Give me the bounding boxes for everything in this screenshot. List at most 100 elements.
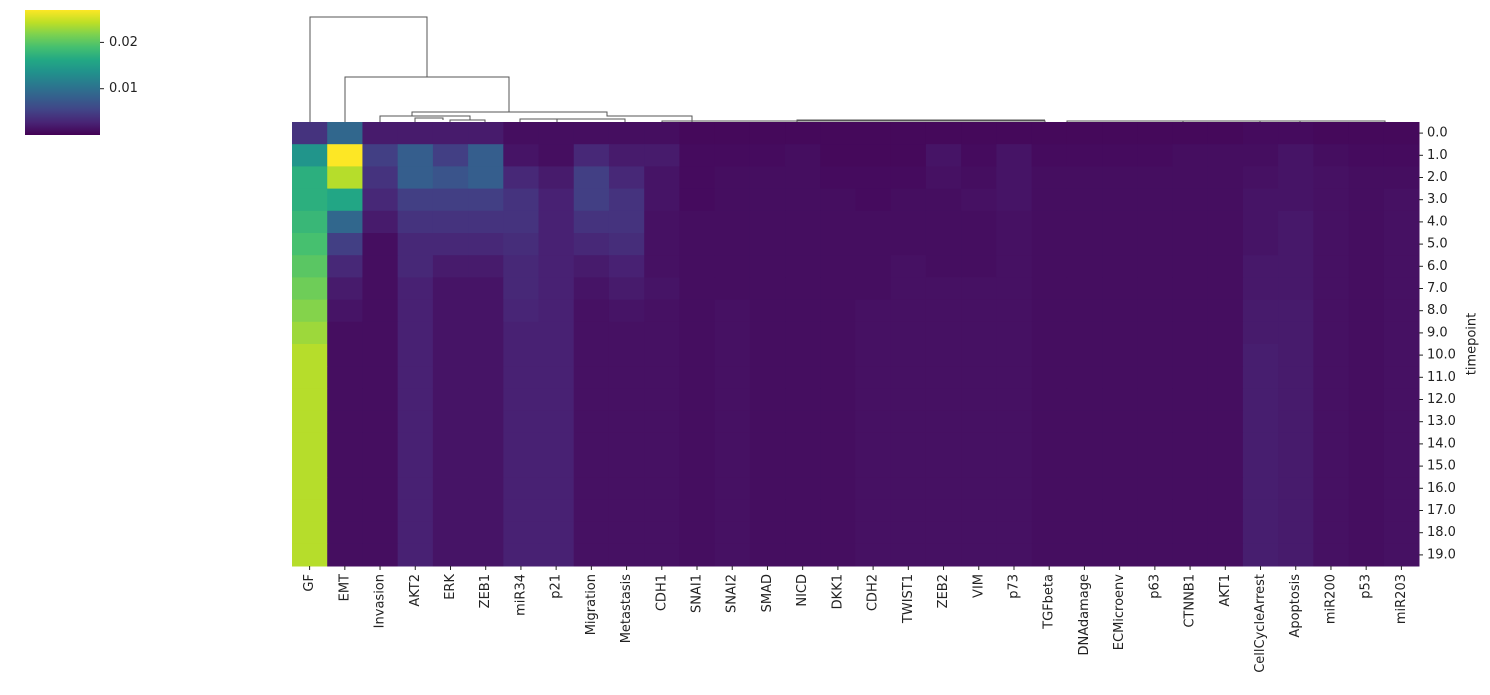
- y-tick-label: 3.0: [1427, 192, 1448, 207]
- heatmap-cell: [432, 210, 469, 234]
- heatmap-cell: [362, 344, 399, 367]
- heatmap-cell: [1207, 543, 1244, 567]
- heatmap-cell: [362, 366, 399, 389]
- heatmap-cell: [820, 277, 856, 301]
- heatmap-cell: [327, 344, 363, 367]
- heatmap-cell: [890, 299, 927, 323]
- heatmap-cell: [1313, 255, 1350, 278]
- heatmap-cell: [749, 277, 786, 301]
- heatmap-cell: [1102, 144, 1138, 167]
- heatmap-cell: [996, 233, 1033, 256]
- heatmap-cell: [1278, 410, 1314, 434]
- heatmap-cell: [432, 277, 469, 301]
- heatmap-cell: [890, 521, 927, 545]
- heatmap-cell: [855, 521, 892, 545]
- heatmap-cell: [749, 144, 786, 167]
- heatmap-cell: [538, 277, 575, 301]
- heatmap-cell: [1278, 543, 1314, 567]
- heatmap-cell: [1172, 543, 1209, 567]
- heatmap-cell: [1066, 366, 1103, 389]
- heatmap-cell: [820, 543, 856, 567]
- heatmap-cell: [503, 122, 540, 145]
- heatmap-cell: [468, 166, 504, 190]
- heatmap-cell: [855, 233, 892, 256]
- heatmap-cell: [820, 455, 856, 478]
- heatmap-cell: [1242, 255, 1279, 278]
- heatmap-cell: [608, 455, 645, 478]
- heatmap-cell: [503, 321, 540, 345]
- heatmap-cell: [1172, 344, 1209, 367]
- heatmap-cell: [362, 144, 399, 167]
- heatmap-cell: [397, 455, 434, 478]
- heatmap-cell: [1207, 233, 1244, 256]
- heatmap-cell: [362, 210, 399, 234]
- heatmap-cell: [573, 499, 610, 523]
- heatmap-cell: [1137, 321, 1173, 345]
- heatmap-cell: [644, 277, 680, 301]
- heatmap-cell: [1348, 455, 1385, 478]
- heatmap-cell: [1031, 321, 1068, 345]
- heatmap-cell: [890, 166, 927, 190]
- heatmap-cell: [679, 455, 716, 478]
- heatmap-cell: [1348, 321, 1385, 345]
- heatmap-cell: [1207, 277, 1244, 301]
- heatmap-cell: [1137, 432, 1173, 456]
- heatmap-cell: [1242, 477, 1279, 500]
- heatmap-cell: [925, 366, 962, 389]
- heatmap-cell: [820, 255, 856, 278]
- heatmap-cell: [1031, 144, 1068, 167]
- y-tick-label: 5.0: [1427, 237, 1448, 252]
- x-tick-label: NICD: [795, 574, 810, 607]
- heatmap-cell: [749, 543, 786, 567]
- x-tick-label: CellCycleArrest: [1253, 574, 1268, 673]
- heatmap-cell: [468, 344, 504, 367]
- heatmap-cell: [1348, 499, 1385, 523]
- heatmap-cell: [608, 144, 645, 167]
- heatmap-cell: [749, 499, 786, 523]
- heatmap-cell: [327, 543, 363, 567]
- heatmap-cell: [1137, 366, 1173, 389]
- heatmap-cell: [1278, 144, 1314, 167]
- x-tick-label: SNAI1: [690, 574, 705, 613]
- heatmap-cell: [1278, 366, 1314, 389]
- heatmap-cell: [1348, 144, 1385, 167]
- heatmap-cell: [1102, 543, 1138, 567]
- heatmap-cell: [1137, 255, 1173, 278]
- heatmap-cell: [1137, 521, 1173, 545]
- heatmap-cell: [292, 277, 328, 301]
- heatmap-cell: [503, 233, 540, 256]
- heatmap-cell: [1348, 188, 1385, 212]
- heatmap-cell: [397, 144, 434, 167]
- x-tick-label: Migration: [584, 574, 599, 635]
- heatmap-cell: [644, 344, 680, 367]
- heatmap-cell: [1242, 122, 1279, 145]
- heatmap-cell: [608, 166, 645, 190]
- heatmap-cell: [608, 299, 645, 323]
- heatmap-cell: [292, 233, 328, 256]
- heatmap-cell: [292, 321, 328, 345]
- heatmap-cell: [1348, 366, 1385, 389]
- heatmap-cell: [1102, 166, 1138, 190]
- x-tick-label: miR200: [1323, 574, 1338, 624]
- heatmap-cell: [714, 477, 751, 500]
- heatmap-cell: [327, 521, 363, 545]
- heatmap-cell: [1102, 499, 1138, 523]
- heatmap-cell: [996, 499, 1033, 523]
- heatmap-cell: [714, 499, 751, 523]
- heatmap-cell: [1102, 321, 1138, 345]
- heatmap-cell: [362, 166, 399, 190]
- heatmap-cell: [1066, 388, 1103, 412]
- heatmap-cell: [1031, 233, 1068, 256]
- heatmap-cell: [925, 122, 962, 145]
- heatmap-cell: [1172, 455, 1209, 478]
- heatmap-cell: [503, 499, 540, 523]
- heatmap-cell: [1031, 344, 1068, 367]
- heatmap-cell: [327, 410, 363, 434]
- heatmap-cell: [1102, 477, 1138, 500]
- heatmap-cell: [749, 344, 786, 367]
- heatmap-cell: [925, 344, 962, 367]
- heatmap-cell: [397, 210, 434, 234]
- heatmap-cell: [538, 344, 575, 367]
- heatmap-cell: [1172, 255, 1209, 278]
- heatmap-cell: [785, 122, 821, 145]
